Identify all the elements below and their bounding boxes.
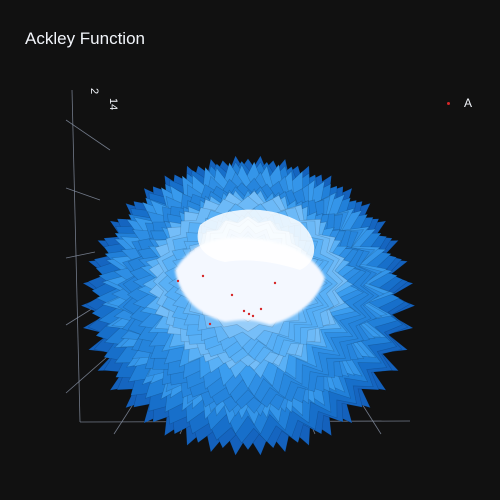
marker-a-6 — [208, 322, 212, 326]
marker-a-5 — [259, 307, 263, 311]
marker-a-0 — [176, 279, 180, 283]
marker-a-7 — [273, 281, 277, 285]
grid-line-2 — [65, 119, 111, 151]
legend-swatch-a — [447, 101, 450, 105]
grid-line-3 — [65, 187, 101, 201]
ackley-surface — [80, 155, 416, 457]
legend-label-a: A — [464, 96, 473, 110]
marker-a-4 — [251, 314, 255, 318]
marker-a-3 — [242, 309, 246, 313]
marker-a-8 — [247, 312, 251, 316]
legend[interactable]: A — [447, 96, 472, 110]
surface-highlight — [197, 209, 315, 270]
grid-line-4 — [65, 251, 96, 259]
marker-a-1 — [201, 274, 205, 278]
marker-a-2 — [230, 293, 234, 297]
scatter-series-a — [176, 274, 277, 326]
chart-title: Ackley Function — [25, 29, 145, 48]
